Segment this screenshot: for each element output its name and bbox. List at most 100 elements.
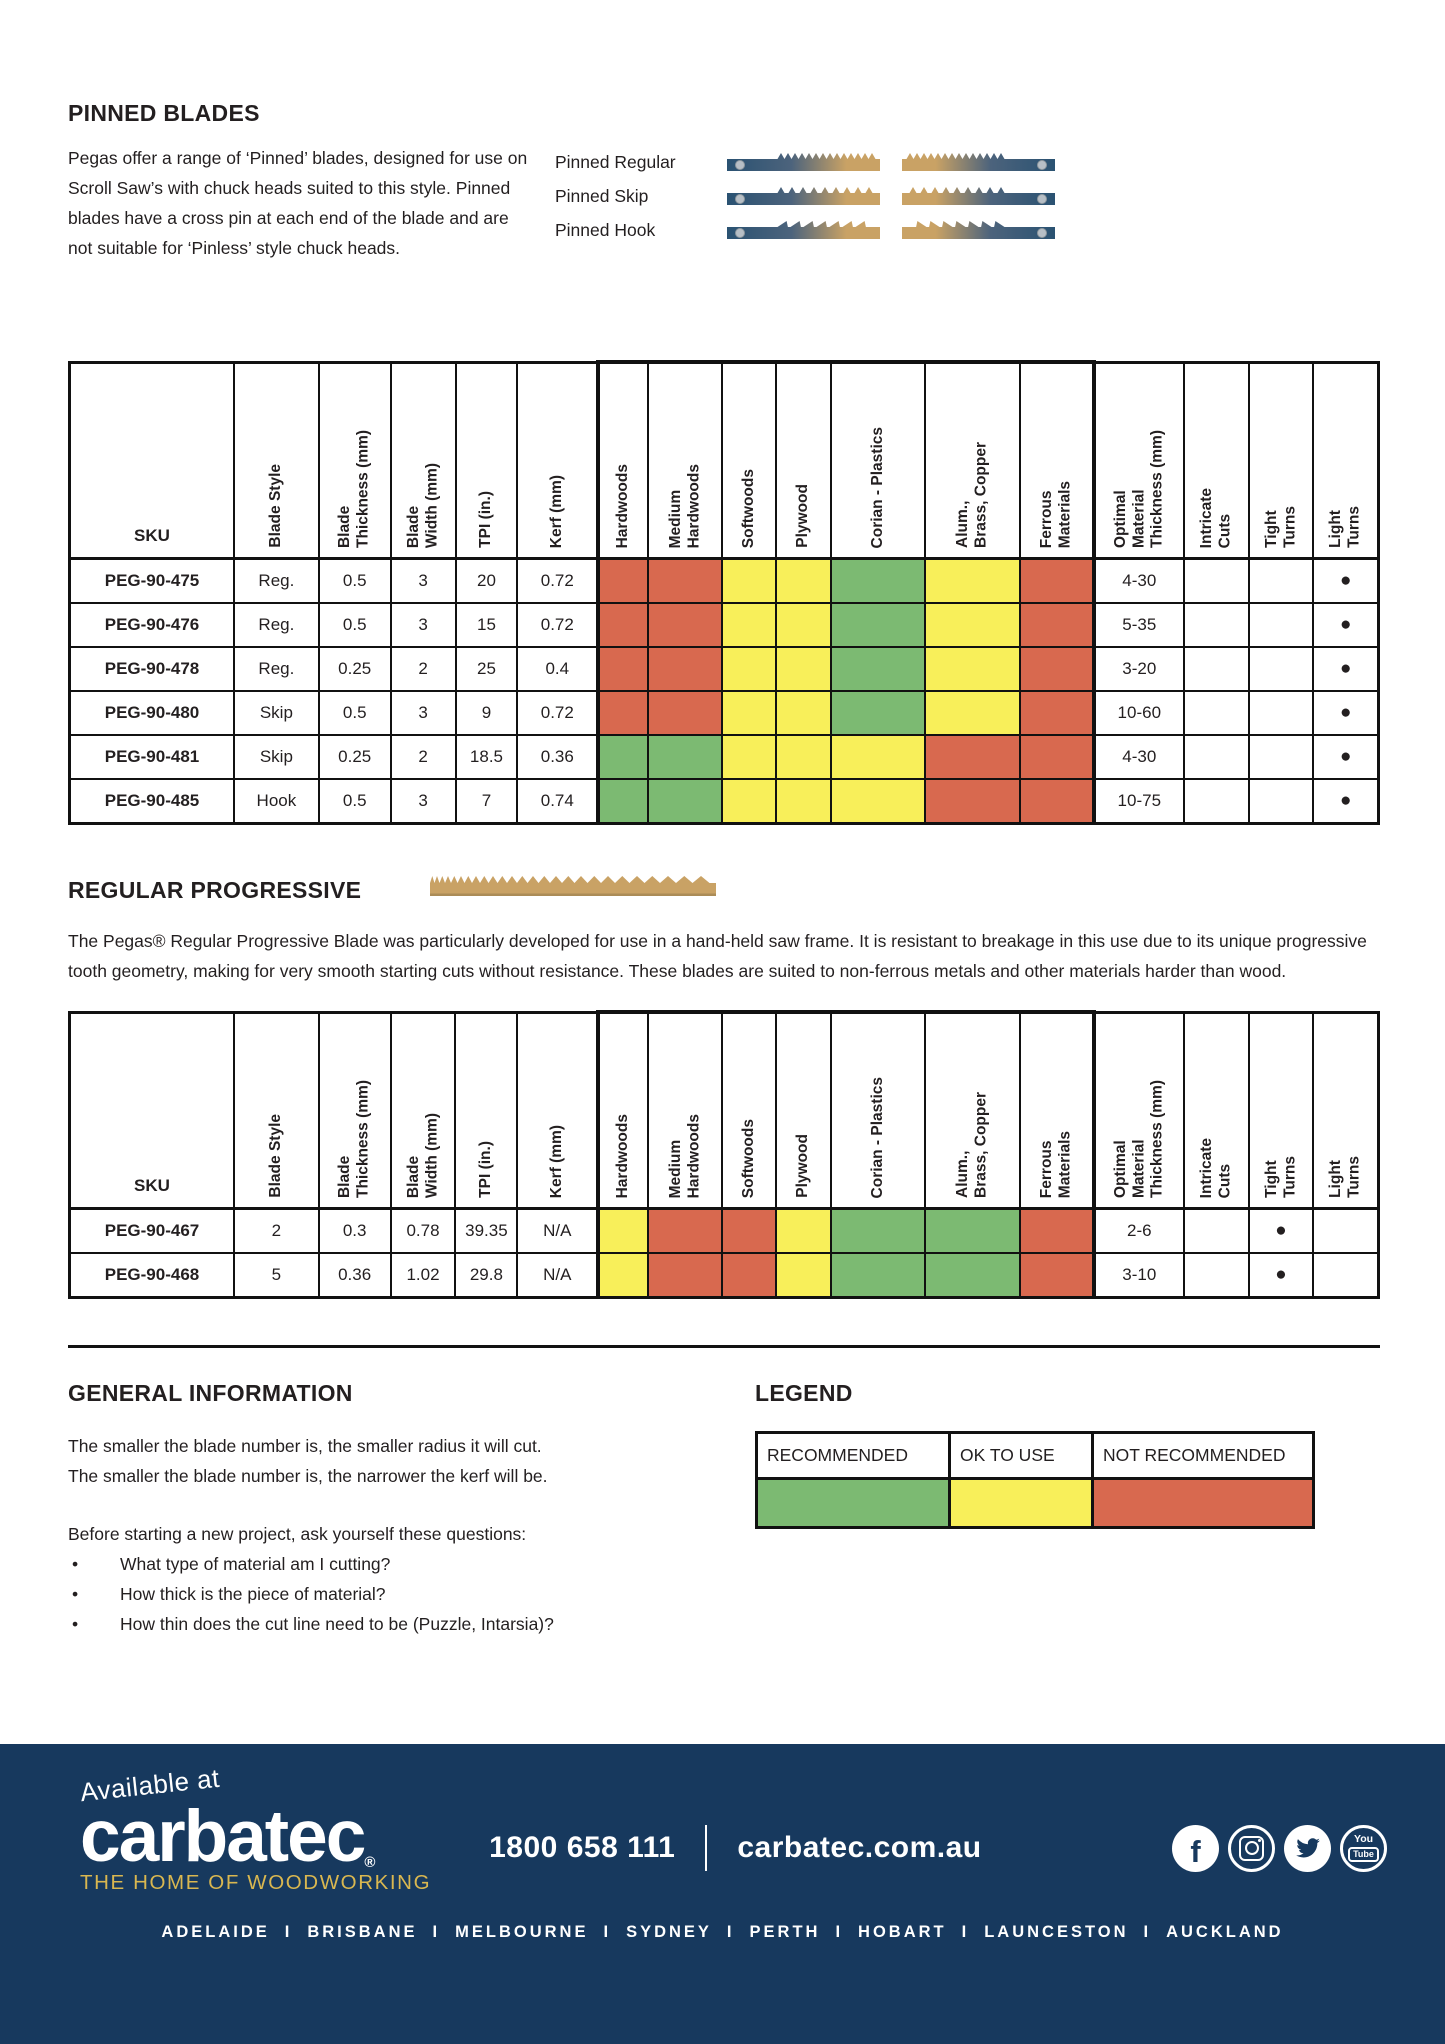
table-row-PEG-90-478: PEG-90-478 Reg. 0.25 2 25 0.4 3-20 ● (68, 646, 1380, 692)
questions-intro: Before starting a new project, ask yours… (68, 1524, 527, 1544)
light-cell: ● (1312, 734, 1380, 780)
city-separator: I (726, 1923, 735, 1942)
sku-cell: PEG-90-476 (68, 602, 235, 648)
table-row-PEG-90-468: PEG-90-468 5 0.36 1.02 29.8 N/A 3-10 ● (68, 1252, 1380, 1299)
phone-number: 1800 658 111 (489, 1831, 676, 1864)
tpi-cell: 25 (454, 646, 519, 692)
rating-cell-ferrous (1019, 602, 1096, 648)
col-header-style: Blade Style (232, 1011, 320, 1210)
city-separator: I (603, 1923, 612, 1942)
rating-cell-hardwoods (596, 778, 650, 825)
style-cell: Hook (232, 778, 320, 825)
col-header-plywood: Plywood (774, 1010, 832, 1210)
legend-table: RECOMMENDED OK TO USE NOT RECOMMENDED (755, 1431, 1315, 1529)
rating-cell-plywood (774, 557, 832, 604)
col-header-optimal: Optimal Material Thickness (mm) (1092, 1011, 1185, 1210)
optimal-cell: 4-30 (1092, 557, 1185, 604)
pinned-blade-label: Pinned Regular (555, 151, 676, 172)
rating-cell-corian (829, 1252, 927, 1299)
regular-progressive-blade-image (361, 876, 717, 903)
col-header-alum: Alum., Brass, Copper (924, 1010, 1021, 1210)
rating-cell-medium_hardwoods (647, 690, 723, 736)
bullet-icon: • (72, 1554, 79, 1574)
rating-cell-ferrous (1019, 1252, 1096, 1299)
width-cell: 2 (389, 734, 457, 780)
table-row-PEG-90-476: PEG-90-476 Reg. 0.5 3 15 0.72 5-35 ● (68, 602, 1380, 648)
optimal-cell: 4-30 (1092, 734, 1185, 780)
pinned-intro-row: Pegas offer a range of ‘Pinned’ blades, … (68, 143, 1380, 263)
col-header-softwoods: Softwoods (720, 1010, 777, 1210)
kerf-cell: 0.72 (516, 690, 600, 736)
col-header-width: Blade Width (mm) (389, 1011, 457, 1210)
footer: Available at carbatec® THE HOME OF WOODW… (0, 1744, 1445, 2044)
general-info-line-1: The smaller the blade number is, the sma… (68, 1436, 548, 1486)
col-header-light: Light Turns (1312, 1011, 1380, 1210)
legend-swatch-recommended (755, 1477, 951, 1529)
rating-cell-ferrous (1019, 646, 1096, 692)
width-cell: 3 (389, 557, 457, 604)
style-cell: Skip (232, 690, 320, 736)
col-header-hardwoods: Hardwoods (596, 360, 650, 560)
twitter-icon[interactable] (1284, 1824, 1331, 1872)
col-header-kerf: Kerf (mm) (516, 1011, 600, 1210)
rating-cell-softwoods (720, 602, 777, 648)
pinned-skip-blade-image (727, 187, 1055, 205)
rating-cell-corian (829, 602, 927, 648)
legend-swatch-not-recommended (1091, 1477, 1315, 1529)
bullet-icon: • (72, 1584, 79, 1604)
optimal-cell: 5-35 (1092, 602, 1185, 648)
col-header-kerf: Kerf (mm) (516, 361, 600, 560)
regular-progressive-table: SKU Blade Style Blade Thickness (mm) Blade … (68, 1010, 1380, 1299)
rating-cell-hardwoods (596, 557, 650, 604)
kerf-cell: 0.74 (516, 778, 600, 825)
bullet-icon: • (72, 1614, 79, 1634)
footer-city: AUCKLAND (1166, 1923, 1284, 1942)
facebook-icon[interactable]: f (1172, 1824, 1219, 1872)
rating-cell-softwoods (720, 690, 777, 736)
legend-title: LEGEND (755, 1380, 853, 1406)
rating-cell-hardwoods (596, 646, 650, 692)
regular-progressive-title: REGULAR PROGRESSIVE (68, 877, 362, 903)
instagram-icon[interactable] (1228, 1824, 1275, 1872)
footer-city: HOBART (858, 1923, 947, 1942)
width-cell: 2 (389, 646, 457, 692)
regular-progressive-header: REGULAR PROGRESSIVE (68, 876, 1380, 904)
optimal-cell: 10-75 (1092, 778, 1185, 825)
intricate-cell (1182, 690, 1250, 736)
style-cell: Reg. (232, 602, 320, 648)
table-row-PEG-90-467: PEG-90-467 2 0.3 0.78 39.35 N/A 2-6 ● (68, 1207, 1380, 1254)
intricate-cell (1182, 557, 1250, 604)
website-link[interactable]: carbatec.com.au (737, 1831, 982, 1864)
social-icons: f You Tube (1172, 1824, 1387, 1872)
tight-cell (1247, 690, 1315, 736)
width-cell: 0.78 (389, 1207, 457, 1254)
legend-swatch-ok-to-use (948, 1477, 1094, 1529)
col-header-corian: Corian - Plastics (829, 360, 927, 560)
legend-section: LEGEND RECOMMENDED OK TO USE NOT RECOMME… (755, 1380, 1315, 1639)
footer-city: PERTH (749, 1923, 821, 1942)
question-item: • How thick is the piece of material? (68, 1579, 755, 1609)
col-header-intricate: Intricate Cuts (1182, 361, 1250, 560)
question-item: • How thin does the cut line need to be (… (68, 1609, 755, 1639)
col-header-softwoods: Softwoods (720, 360, 777, 560)
rating-cell-plywood (774, 734, 832, 780)
rating-cell-softwoods (720, 557, 777, 604)
thickness-cell: 0.36 (317, 1252, 392, 1299)
legend-label-ok-to-use: OK TO USE (948, 1431, 1094, 1480)
section-divider (68, 1345, 1380, 1348)
rating-cell-corian (829, 646, 927, 692)
table-row-PEG-90-481: PEG-90-481 Skip 0.25 2 18.5 0.36 4-30 ● (68, 734, 1380, 780)
tight-cell (1247, 646, 1315, 692)
optimal-cell: 3-20 (1092, 646, 1185, 692)
city-separator: I (835, 1923, 844, 1942)
pinned-blade-row: Pinned Skip (555, 179, 1055, 213)
general-information-title: GENERAL INFORMATION (68, 1380, 353, 1406)
thickness-cell: 0.25 (317, 646, 392, 692)
youtube-icon[interactable]: You Tube (1340, 1824, 1387, 1872)
rating-cell-medium_hardwoods (647, 778, 723, 825)
col-header-thickness: Blade Thickness (mm) (317, 361, 392, 560)
light-cell (1312, 1207, 1380, 1254)
carbatec-wordmark: carbatec® (80, 1796, 376, 1877)
tight-cell: ● (1247, 1252, 1315, 1299)
